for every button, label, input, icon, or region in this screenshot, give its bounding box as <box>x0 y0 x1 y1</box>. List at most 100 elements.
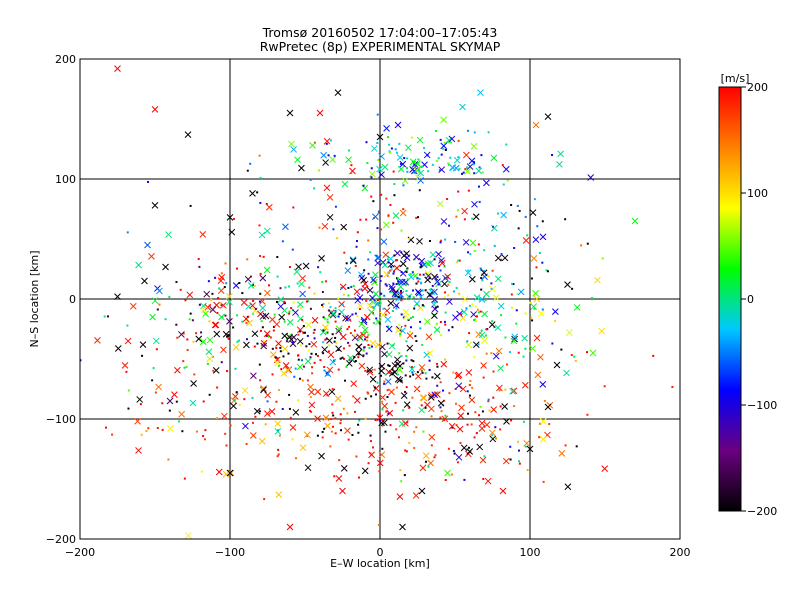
data-point-dot <box>378 210 381 213</box>
data-point-dot <box>477 343 480 346</box>
data-point-dot <box>419 263 422 266</box>
data-point-dot <box>321 291 324 294</box>
data-point-cross <box>259 313 267 320</box>
data-point-dot <box>535 266 538 269</box>
data-point-dot <box>372 322 375 325</box>
data-point-cross <box>403 401 411 408</box>
data-point-dot <box>191 319 194 322</box>
data-point-dot <box>313 337 316 340</box>
data-point-dot <box>385 410 388 413</box>
data-point-dot <box>447 162 450 165</box>
data-point-cross <box>199 338 207 346</box>
data-point-dot <box>279 346 282 349</box>
data-point-dot <box>347 341 350 344</box>
data-point-dot <box>450 473 453 476</box>
data-point-cross <box>360 276 368 284</box>
data-point-dot <box>448 224 451 227</box>
data-point-cross <box>476 443 484 451</box>
data-point-dot <box>212 369 215 372</box>
data-point-cross <box>288 140 295 148</box>
data-point-dot <box>511 282 514 285</box>
data-point-cross <box>366 368 374 376</box>
data-point-dot <box>145 430 148 433</box>
data-point-dot <box>378 413 381 416</box>
data-point-cross <box>425 272 432 280</box>
data-point-dot <box>367 272 370 275</box>
x-ticks: −200 −100 0 100 200 <box>65 546 691 559</box>
data-point-dot <box>366 162 369 165</box>
data-point-cross <box>484 477 492 485</box>
data-point-dot <box>415 387 418 390</box>
data-point-dot <box>366 336 369 339</box>
data-point-dot <box>573 355 576 358</box>
data-point-dot <box>396 373 399 376</box>
data-point-dot <box>437 283 440 286</box>
data-point-cross <box>497 302 505 310</box>
data-point-dot <box>469 379 472 382</box>
data-point-dot <box>306 434 309 437</box>
data-point-cross <box>551 308 559 316</box>
data-point-dot <box>400 291 403 294</box>
data-point-cross <box>264 391 272 399</box>
data-point-dot <box>345 317 348 320</box>
data-point-dot <box>264 423 267 426</box>
data-point-cross <box>338 300 345 308</box>
data-point-dot <box>126 231 129 234</box>
data-point-dot <box>296 282 299 285</box>
data-point-dot <box>333 340 336 343</box>
data-point-dot <box>484 299 487 302</box>
data-point-dot <box>152 367 155 370</box>
data-point-dot <box>418 189 421 192</box>
data-point-dot <box>362 349 365 352</box>
data-point-dot <box>492 396 495 399</box>
data-point-dot <box>405 271 408 274</box>
data-point-dot <box>460 313 463 316</box>
data-point-cross <box>399 260 407 268</box>
data-point-cross <box>534 371 542 379</box>
data-point-dot <box>474 305 477 308</box>
data-point-cross <box>483 290 490 298</box>
data-point-dot <box>313 292 316 295</box>
data-point-dot <box>417 216 420 219</box>
data-point-cross <box>357 302 364 310</box>
data-point-cross <box>392 212 400 219</box>
data-point-cross <box>296 326 304 334</box>
data-point-dot <box>409 330 412 333</box>
data-point-dot <box>413 430 416 433</box>
grid-lines <box>80 59 680 539</box>
y-tick-label: 100 <box>55 173 76 186</box>
data-point-dot <box>386 258 389 261</box>
data-point-cross <box>344 427 351 434</box>
data-point-dot <box>379 279 382 282</box>
data-point-cross <box>396 493 404 500</box>
data-point-dot <box>378 470 381 473</box>
data-point-dot <box>251 396 254 399</box>
data-point-dot <box>458 168 461 171</box>
data-point-dot <box>276 256 279 259</box>
data-point-cross <box>258 231 266 239</box>
data-point-dot <box>321 436 324 439</box>
data-point-cross <box>500 211 508 219</box>
data-point-dot <box>443 265 446 268</box>
data-point-dot <box>259 176 262 179</box>
data-point-cross <box>199 230 207 238</box>
data-point-dot <box>463 218 466 221</box>
data-point-dot <box>394 148 397 151</box>
data-point-dot <box>332 228 335 231</box>
data-point-dot <box>343 251 346 254</box>
data-point-dot <box>560 348 563 351</box>
data-point-dot <box>446 276 449 279</box>
data-point-cross <box>393 264 401 272</box>
data-point-dot <box>216 417 219 420</box>
data-point-cross <box>299 444 307 452</box>
data-point-cross <box>171 391 178 398</box>
data-point-cross <box>412 492 420 499</box>
data-point-dot <box>516 204 519 207</box>
data-point-cross <box>394 121 402 129</box>
data-point-cross <box>408 365 416 373</box>
data-point-dot <box>319 359 322 362</box>
data-point-cross <box>334 395 342 402</box>
data-point-dot <box>504 388 507 391</box>
data-point-cross <box>509 388 516 395</box>
data-point-dot <box>208 320 211 323</box>
